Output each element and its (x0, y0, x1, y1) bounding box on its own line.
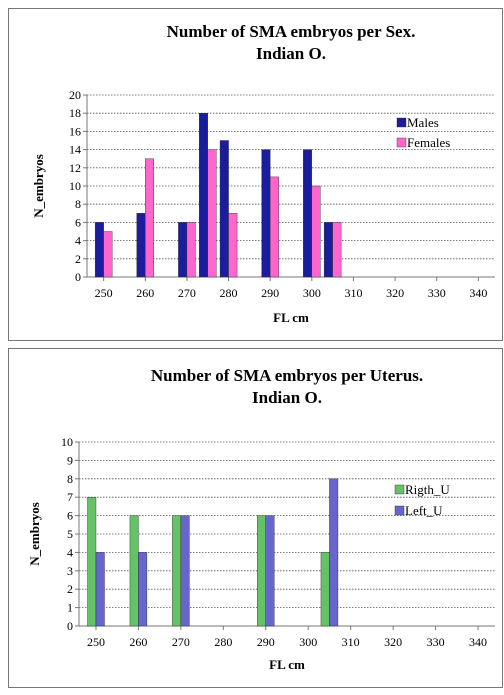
y-tick-label: 6 (67, 509, 73, 523)
bar-females (103, 231, 113, 278)
bar-females (207, 149, 217, 278)
x-tick-label: 300 (299, 635, 317, 649)
bar-males (261, 149, 271, 278)
x-tick-label: 250 (87, 635, 105, 649)
legend-swatch (394, 505, 405, 516)
bar-left-u (138, 552, 148, 627)
legend-swatch (396, 137, 407, 148)
x-tick-label: 320 (384, 635, 402, 649)
x-tick-label: 310 (342, 635, 360, 649)
y-tick-label: 9 (67, 453, 73, 467)
y-tick-label: 5 (67, 527, 73, 541)
y-tick-label: 12 (69, 161, 81, 175)
legend-label: Left_U (405, 503, 443, 518)
bar-males (323, 222, 333, 278)
x-tick-label: 250 (95, 286, 113, 300)
x-tick-label: 270 (178, 286, 196, 300)
y-tick-label: 0 (75, 270, 81, 284)
x-tick-label: 300 (303, 286, 321, 300)
y-tick-label: 6 (75, 215, 81, 229)
x-tick-label: 340 (469, 635, 487, 649)
x-tick-label: 260 (129, 635, 147, 649)
y-tick-label: 1 (67, 601, 73, 615)
x-tick-label: 330 (428, 286, 446, 300)
chart-subtitle: Indian O. (256, 44, 326, 63)
bar-males (178, 222, 188, 278)
y-tick-label: 0 (67, 619, 73, 633)
bar-males (303, 149, 313, 278)
y-tick-label: 8 (67, 472, 73, 486)
bar-rigth-u (87, 496, 97, 627)
legend-label: Males (407, 115, 439, 130)
x-axis-label: FL cm (269, 657, 305, 672)
bar-females (228, 213, 238, 278)
x-tick-label: 340 (469, 286, 487, 300)
legend-label: Females (407, 135, 450, 150)
bar-rigth-u (320, 552, 330, 627)
legend-label: Rigth_U (405, 482, 450, 497)
y-tick-label: 10 (69, 179, 81, 193)
chart-embryos-per-uterus: Number of SMA embryos per Uterus. Indian … (27, 366, 495, 672)
x-axis-label: FL cm (273, 310, 309, 325)
x-tick-label: 330 (427, 635, 445, 649)
bar-rigth-u (257, 515, 266, 627)
bar-males (94, 222, 104, 278)
y-tick-label: 2 (75, 252, 81, 266)
bar-males (199, 112, 208, 278)
y-tick-label: 3 (67, 564, 73, 578)
bar-rigth-u (172, 515, 182, 627)
y-tick-label: 4 (75, 234, 81, 248)
chart-subtitle: Indian O. (252, 388, 322, 407)
y-tick-label: 2 (67, 582, 73, 596)
y-axis-label: N_embryos (27, 502, 42, 566)
bar-males (219, 140, 229, 278)
chart-title: Number of SMA embryos per Uterus. (151, 366, 423, 385)
x-tick-label: 290 (261, 286, 279, 300)
x-tick-label: 310 (344, 286, 362, 300)
x-tick-label: 280 (214, 635, 232, 649)
y-tick-label: 4 (67, 545, 73, 559)
x-tick-label: 260 (136, 286, 154, 300)
y-axis-label: N_embryos (31, 154, 46, 218)
bar-males (136, 213, 146, 278)
x-tick-label: 280 (220, 286, 238, 300)
bar-females (311, 185, 321, 278)
bar-females (332, 222, 342, 278)
y-tick-label: 18 (69, 106, 81, 120)
bar-rigth-u (129, 515, 139, 627)
x-tick-label: 270 (172, 635, 190, 649)
chart-title: Number of SMA embryos per Sex. (167, 22, 416, 41)
x-tick-label: 290 (257, 635, 275, 649)
chart-panel-sex: Number of SMA embryos per Sex. Indian O. 0… (8, 8, 503, 341)
bar-left-u (95, 552, 105, 627)
bar-left-u (180, 515, 190, 627)
legend-swatch (394, 484, 405, 495)
y-tick-label: 10 (61, 435, 73, 449)
bar-females (186, 222, 196, 278)
y-tick-label: 20 (69, 88, 81, 102)
bar-females (269, 176, 279, 278)
y-tick-label: 16 (69, 124, 81, 138)
y-tick-label: 8 (75, 197, 81, 211)
bar-left-u (329, 478, 339, 627)
chart-panel-uterus: Number of SMA embryos per Uterus. Indian … (8, 348, 503, 688)
x-tick-label: 320 (386, 286, 404, 300)
y-tick-label: 7 (67, 490, 73, 504)
legend-swatch (396, 117, 407, 128)
bar-left-u (265, 515, 275, 627)
y-tick-label: 14 (69, 143, 81, 157)
chart-embryos-per-sex: Number of SMA embryos per Sex. Indian O. 0… (31, 22, 495, 325)
bar-females (145, 158, 154, 278)
